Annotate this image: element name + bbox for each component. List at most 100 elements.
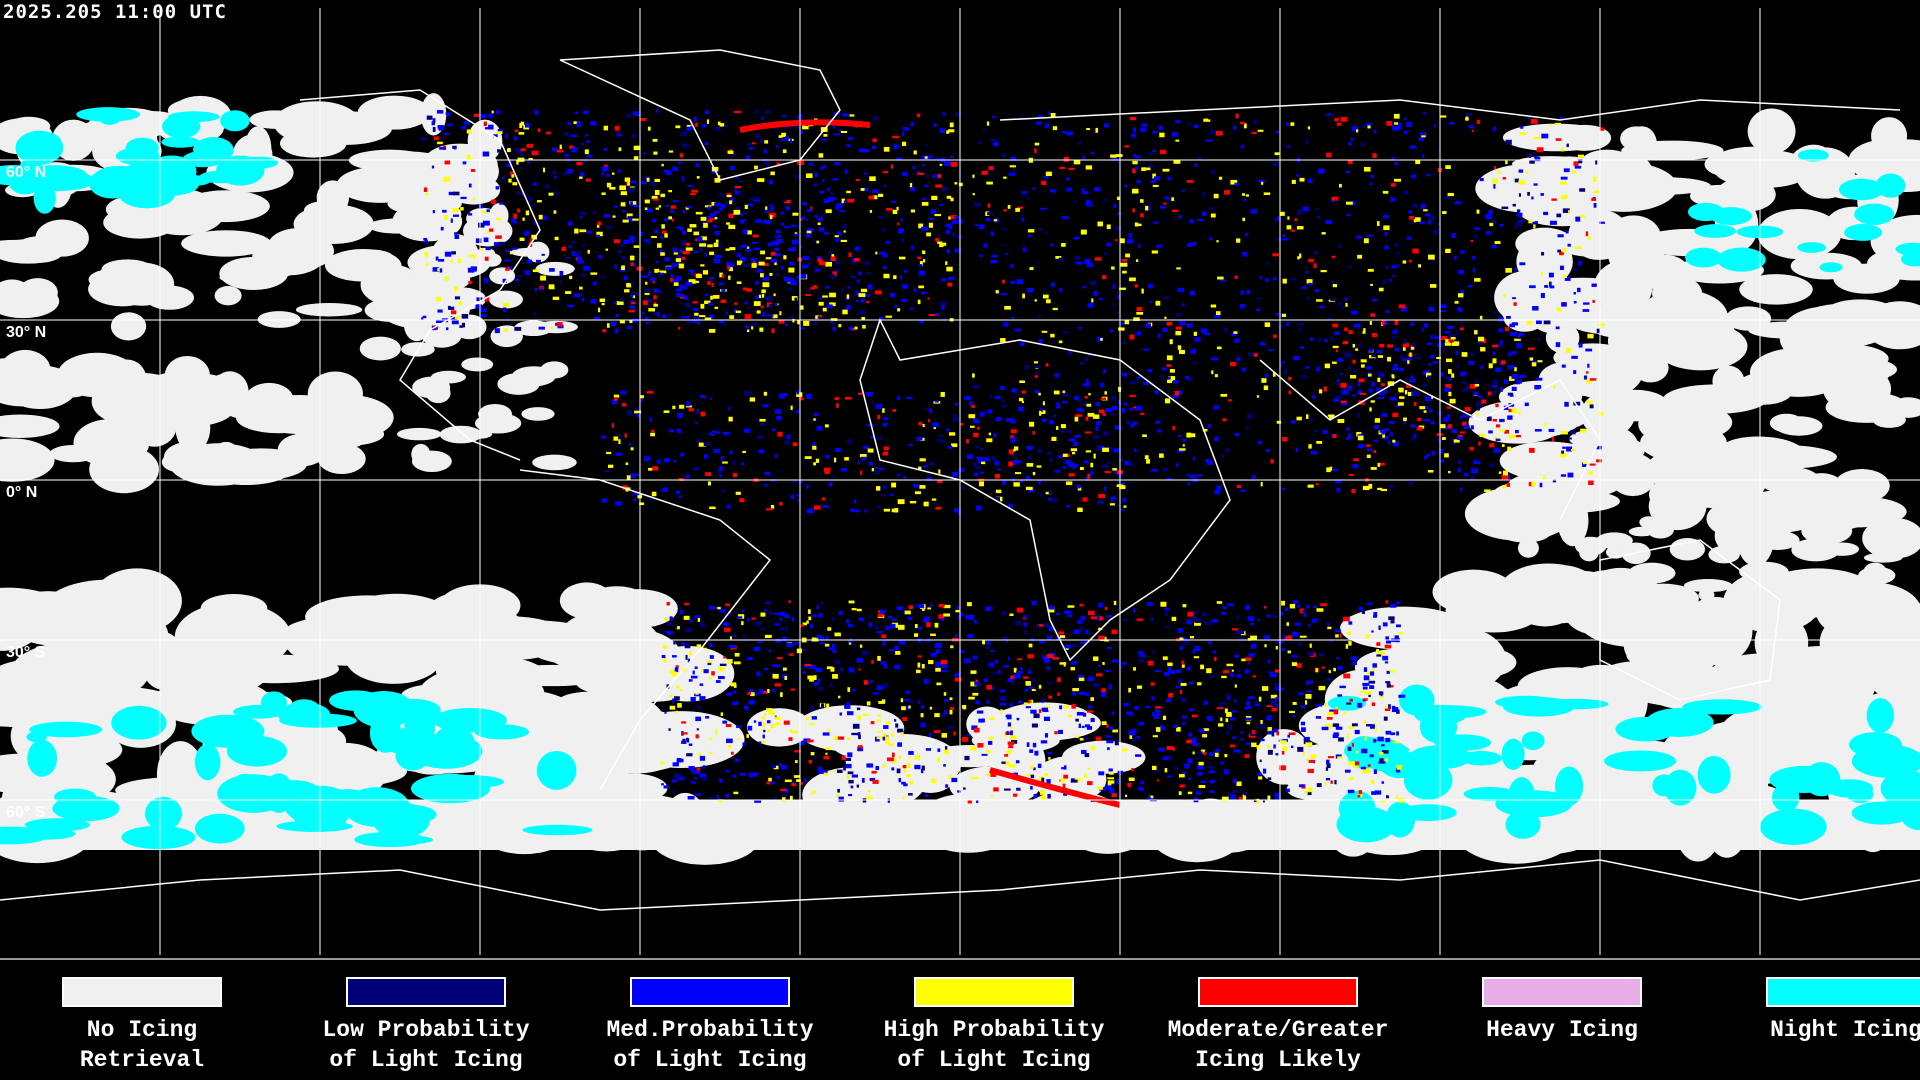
icing-pixel (1037, 115, 1044, 119)
icing-pixel (1001, 404, 1007, 408)
icing-pixel (736, 281, 742, 284)
icing-pixel (807, 261, 811, 266)
icing-pixel (1303, 736, 1310, 741)
icing-pixel (1446, 406, 1452, 409)
icing-pixel (1428, 254, 1435, 260)
icing-pixel (1085, 416, 1089, 421)
cloud-patch (162, 114, 201, 139)
icing-pixel (1033, 361, 1039, 364)
icing-pixel (991, 672, 998, 675)
icing-pixel (788, 277, 795, 283)
icing-pixel (789, 795, 793, 801)
icing-pixel (1358, 378, 1365, 383)
icing-pixel (688, 269, 695, 272)
icing-pixel (1360, 142, 1365, 147)
icing-pixel (1557, 249, 1562, 253)
icing-pixel (586, 140, 591, 143)
icing-pixel (846, 304, 851, 308)
icing-pixel (1489, 443, 1495, 448)
icing-pixel (1010, 280, 1016, 285)
icing-pixel (712, 295, 720, 299)
icing-pixel (1402, 260, 1407, 264)
icing-pixel (423, 187, 428, 192)
cloud-patch (1769, 765, 1839, 794)
icing-pixel (1227, 725, 1233, 730)
icing-pixel (679, 404, 685, 409)
icing-pixel (1371, 791, 1376, 795)
icing-pixel (1384, 321, 1389, 325)
icing-pixel (1134, 706, 1140, 710)
icing-pixel (1148, 152, 1152, 156)
icing-pixel (506, 163, 512, 168)
icing-pixel (846, 775, 850, 779)
icing-pixel (1047, 751, 1053, 755)
icing-pixel (831, 254, 835, 259)
icing-pixel (1006, 730, 1009, 735)
icing-pixel (1084, 724, 1090, 728)
icing-pixel (1544, 422, 1548, 427)
icing-pixel (579, 176, 583, 179)
icing-pixel (684, 602, 690, 606)
icing-pixel (660, 252, 665, 256)
icing-pixel (994, 659, 998, 664)
icing-pixel (1090, 697, 1095, 701)
cloud-patch (1652, 774, 1676, 797)
icing-pixel (1311, 618, 1318, 623)
icing-pixel (1080, 615, 1086, 621)
icing-pixel (828, 250, 833, 254)
cloud-patch (540, 361, 569, 379)
icing-pixel (1055, 426, 1059, 430)
icing-pixel (452, 214, 460, 217)
icing-pixel (825, 209, 832, 214)
icing-pixel (848, 326, 853, 331)
icing-pixel (1315, 207, 1319, 211)
icing-pixel (1299, 784, 1305, 788)
icing-pixel (681, 641, 685, 646)
icing-pixel (1189, 681, 1194, 685)
icing-pixel (1092, 414, 1100, 419)
icing-pixel (979, 411, 985, 417)
icing-pixel (1505, 160, 1508, 165)
icing-pixel (975, 700, 980, 705)
icing-pixel (1506, 482, 1511, 487)
icing-pixel (968, 614, 975, 620)
icing-pixel (1115, 154, 1123, 158)
icing-pixel (1362, 485, 1370, 491)
icing-pixel (841, 755, 846, 761)
icing-pixel (891, 618, 897, 622)
icing-pixel (693, 316, 698, 322)
icing-pixel (944, 746, 948, 750)
icing-pixel (1561, 194, 1568, 200)
icing-pixel (902, 796, 905, 800)
icing-pixel (676, 776, 683, 780)
icing-pixel (890, 164, 894, 169)
icing-pixel (1333, 398, 1340, 402)
icing-pixel (1412, 248, 1419, 254)
icing-pixel (1214, 489, 1221, 495)
icing-pixel (1473, 267, 1476, 273)
icing-pixel (994, 460, 1000, 466)
icing-pixel (626, 475, 631, 481)
icing-pixel (675, 665, 679, 668)
icing-pixel (1067, 605, 1075, 608)
icing-pixel (740, 221, 744, 224)
cloud-patch (1592, 318, 1645, 338)
icing-pixel (797, 320, 801, 325)
icing-pixel (1369, 671, 1375, 676)
icing-pixel (568, 245, 573, 248)
icing-pixel (1157, 429, 1162, 433)
icing-pixel (1250, 209, 1258, 214)
icing-pixel (1517, 332, 1524, 337)
icing-pixel (739, 498, 745, 503)
icing-pixel (918, 626, 923, 630)
icing-pixel (736, 252, 741, 258)
icing-pixel (1177, 449, 1184, 453)
icing-pixel (992, 115, 996, 119)
icing-pixel (1116, 778, 1120, 784)
icing-pixel (977, 742, 984, 748)
icing-pixel (696, 273, 702, 279)
icing-pixel (784, 226, 791, 229)
icing-pixel (468, 212, 472, 216)
icing-pixel (897, 624, 905, 630)
icing-pixel (990, 259, 998, 264)
